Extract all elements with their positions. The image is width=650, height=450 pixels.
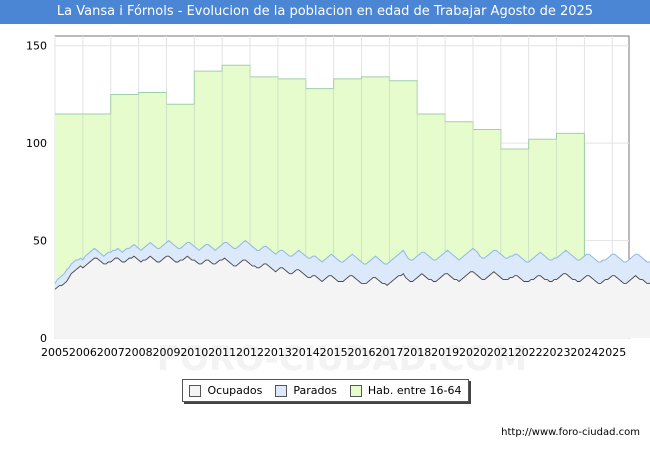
ocupados-swatch: [189, 384, 202, 397]
x-tick-label: 2010: [180, 346, 208, 359]
y-axis-ticks: 0 50 100 150: [26, 40, 47, 345]
x-tick-label: 2005: [41, 346, 69, 359]
x-tick-label: 2021: [487, 346, 515, 359]
hab-swatch: [349, 384, 362, 397]
x-tick-label: 2015: [320, 346, 348, 359]
series-areas: [54, 64, 650, 338]
legend-item-parados: Parados: [275, 384, 337, 397]
x-tick-label: 2018: [403, 346, 431, 359]
y-tick-label: 100: [26, 137, 47, 150]
ocupados-line: [54, 255, 650, 290]
x-tick-label: 2019: [431, 346, 459, 359]
y-tick-label: 150: [26, 40, 47, 53]
legend-item-ocupados: Ocupados: [189, 384, 262, 397]
legend-item-hab: Hab. entre 16-64: [349, 384, 462, 397]
chart-title: La Vansa i Fórnols - Evolucion de la pob…: [0, 0, 650, 24]
x-tick-label: 2014: [292, 346, 320, 359]
x-axis-ticks: 2005 2006 2007 2008 2009 2010 2011 2012 2013 2014…: [41, 346, 626, 359]
x-tick-label: 2023: [543, 346, 571, 359]
x-tick-label: 2009: [152, 346, 180, 359]
legend-label-parados: Parados: [293, 384, 337, 397]
x-tick-label: 2016: [348, 346, 376, 359]
ocupados-area: [55, 256, 650, 338]
legend: Ocupados Parados Hab. entre 16-64: [182, 379, 469, 402]
x-tick-label: 2006: [69, 346, 97, 359]
parados-line: [54, 239, 650, 284]
x-tick-label: 2024: [570, 346, 598, 359]
x-tick-label: 2007: [97, 346, 125, 359]
x-tick-label: 2013: [264, 346, 292, 359]
x-tick-label: 2020: [459, 346, 487, 359]
parados-swatch: [275, 384, 288, 397]
x-tick-label: 2008: [125, 346, 153, 359]
y-tick-label: 0: [40, 332, 47, 345]
x-tick-label: 2012: [236, 346, 264, 359]
legend-label-hab: Hab. entre 16-64: [367, 384, 462, 397]
watermark-text: FORO-CIUDAD.COM: [157, 339, 528, 379]
x-tick-label: 2022: [515, 346, 543, 359]
x-tick-label: 2011: [208, 346, 236, 359]
y-tick-label: 50: [33, 235, 47, 248]
x-tick-label: 2025: [598, 346, 626, 359]
legend-label-ocupados: Ocupados: [207, 384, 263, 397]
x-tick-label: 2017: [375, 346, 403, 359]
source-link[interactable]: http://www.foro-ciudad.com: [501, 427, 640, 438]
